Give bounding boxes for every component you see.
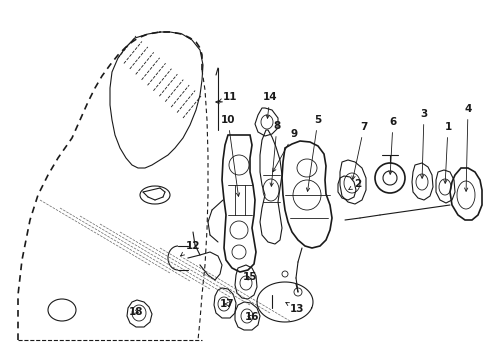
Text: 18: 18	[128, 307, 143, 317]
Text: 7: 7	[351, 122, 367, 179]
Text: 1: 1	[443, 122, 451, 183]
Text: 16: 16	[244, 312, 259, 322]
Text: 14: 14	[262, 92, 277, 118]
Text: 2: 2	[348, 179, 361, 190]
Text: 4: 4	[464, 104, 471, 191]
Text: 12: 12	[181, 241, 200, 256]
Text: 3: 3	[420, 109, 427, 178]
Text: 8: 8	[269, 121, 280, 186]
Text: 6: 6	[388, 117, 396, 174]
Text: 5: 5	[306, 115, 321, 191]
Text: 13: 13	[285, 302, 304, 314]
Text: 11: 11	[219, 92, 237, 102]
Text: 10: 10	[220, 115, 239, 196]
Text: 17: 17	[219, 299, 234, 309]
Text: 9: 9	[272, 129, 297, 172]
Text: 15: 15	[242, 272, 257, 282]
